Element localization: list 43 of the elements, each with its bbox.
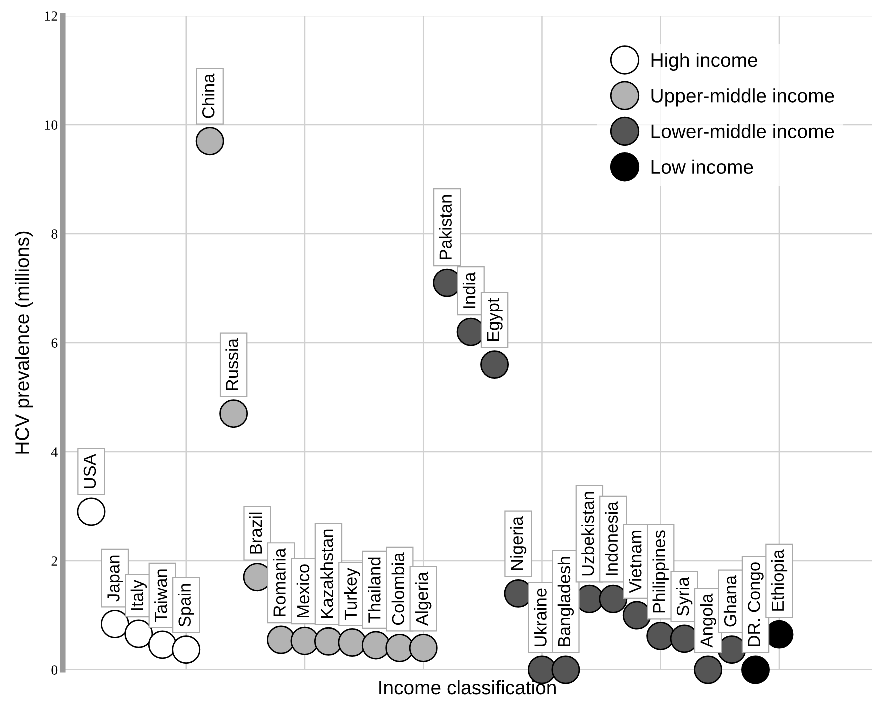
x-tick-label: Pakistan	[439, 195, 452, 260]
x-tick-label: Indonesia	[605, 502, 618, 576]
x-axis-title: Income classification	[380, 680, 556, 695]
x-tick-label: DR. Congo	[748, 562, 764, 646]
legend-label: High income	[652, 52, 758, 72]
x-tick-label: Russia	[226, 338, 238, 390]
y-tick-label: 8	[52, 230, 58, 239]
y-tick-label: 0	[52, 666, 58, 675]
x-tick-label: Algeria	[416, 572, 432, 626]
x-tick-label: China	[202, 74, 215, 118]
x-tick-label: Spain	[178, 584, 194, 627]
x-tick-label: Italy	[130, 580, 148, 610]
x-tick-label: Philippines	[652, 530, 669, 613]
x-tick-label: Syria	[676, 577, 693, 616]
legend-label: Low income	[652, 160, 754, 174]
x-tick-label: Egypt	[487, 298, 503, 342]
y-tick-label: 6	[52, 338, 58, 348]
x-tick-label: Nigeria	[510, 516, 527, 570]
x-tick-label: Taiwan	[154, 570, 168, 622]
y-tick-label: 4	[51, 448, 58, 457]
legend-label: Lower-middle income	[652, 124, 834, 138]
x-tick-label: Ethiopia	[771, 550, 788, 611]
y-tick-label: 12	[45, 12, 58, 21]
x-tick-label: Kazakhstan	[320, 530, 334, 618]
y-axis-title: HCV prevalence (millions)	[15, 232, 34, 454]
x-tick-label: Bangladesh	[558, 557, 574, 646]
x-tick-label: Vietnam	[629, 531, 642, 594]
x-tick-label: Ukraine	[534, 588, 547, 646]
x-tick-label: Colombia	[392, 552, 405, 626]
x-tick-label: Angola	[700, 594, 716, 648]
x-tick-label: Turkey	[344, 568, 361, 620]
y-tick-label: 10	[45, 120, 58, 130]
y-tick-label: 2	[52, 556, 58, 566]
x-tick-label: USA	[84, 454, 96, 488]
x-tick-label: Romania	[273, 548, 286, 616]
x-tick-label: Japan	[108, 556, 124, 602]
x-tick-label: Ghana	[724, 575, 737, 627]
x-tick-label: Mexico	[296, 564, 310, 618]
x-tick-label: India	[462, 272, 476, 308]
x-tick-label: Uzbekistan	[582, 492, 594, 576]
x-tick-label: Brazil	[249, 512, 262, 554]
x-tick-label: Thailand	[368, 558, 381, 623]
legend-label: Upper-middle income	[652, 88, 834, 107]
